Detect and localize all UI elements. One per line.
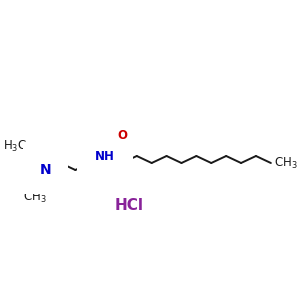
Text: HCl: HCl: [115, 197, 144, 212]
Text: $\mathregular{CH_3}$: $\mathregular{CH_3}$: [274, 155, 297, 170]
Text: $\mathregular{CH_3}$: $\mathregular{CH_3}$: [22, 190, 46, 205]
Text: NH: NH: [95, 149, 115, 163]
Text: O: O: [117, 129, 127, 142]
Text: $\mathregular{H_3C}$: $\mathregular{H_3C}$: [3, 139, 27, 154]
Text: N: N: [40, 163, 51, 177]
